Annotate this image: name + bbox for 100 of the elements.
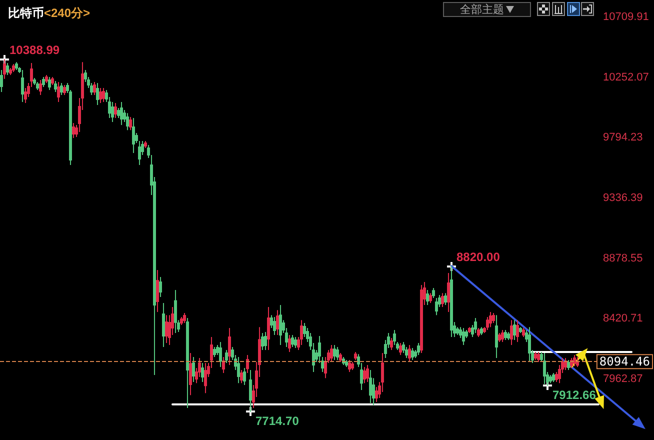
text: <240分>: [44, 6, 90, 20]
candlestick: [294, 336, 297, 349]
candlestick: [474, 317, 477, 334]
candlestick: [291, 334, 294, 348]
candlestick: [201, 362, 204, 383]
candlestick: [204, 362, 207, 394]
candlestick: [447, 272, 450, 313]
candlestick: [183, 312, 186, 324]
candlestick: [54, 80, 57, 92]
candlestick: [426, 290, 429, 306]
candlestick: [159, 276, 162, 298]
candlestick: [498, 332, 501, 342]
candlestick: [102, 88, 105, 102]
candlestick: [402, 341, 405, 354]
candlestick: [240, 370, 243, 384]
candlestick: [156, 270, 159, 313]
candlestick: [333, 344, 336, 361]
candlestick: [264, 331, 267, 350]
candlestick: [246, 354, 249, 374]
candlestick: [114, 102, 117, 118]
candlestick: [162, 302, 165, 348]
candlestick: [12, 64, 15, 72]
candlestick: [573, 354, 576, 367]
annotation: 8820.00: [456, 250, 500, 264]
candlestick: [390, 338, 393, 350]
candlestick: [228, 327, 231, 366]
candlestick: [93, 81, 96, 96]
candlestick: [354, 351, 357, 361]
candlestick: [504, 329, 507, 340]
candlestick: [462, 327, 465, 346]
candlestick: [408, 344, 411, 362]
candlestick: [45, 74, 48, 84]
candlestick: [399, 342, 402, 356]
y-tick-label: 7962.87: [603, 373, 643, 386]
candlestick: [348, 360, 351, 373]
y-tick-label: 9336.39: [603, 192, 643, 204]
candlestick: [186, 317, 189, 408]
candlestick: [480, 326, 483, 336]
candlestick: [432, 288, 435, 298]
text: 比特币: [8, 6, 44, 20]
candlestick: [225, 349, 228, 364]
annotation: 10388.99: [10, 43, 60, 58]
candlestick: [42, 76, 45, 88]
candlestick: [336, 346, 339, 361]
dropdown-button: 全部主题: [443, 2, 531, 17]
candlestick: [72, 122, 75, 138]
candlestick: [267, 306, 270, 350]
candlestick: [435, 297, 438, 316]
candlestick: [9, 67, 12, 76]
candlestick: [351, 361, 354, 371]
candlestick: [519, 326, 522, 334]
y-tick-label: 8420.71: [603, 312, 643, 325]
candlestick: [192, 356, 195, 383]
candlestick: [510, 320, 513, 346]
candlestick: [213, 346, 216, 358]
candlestick: [180, 316, 183, 326]
annotation: 全部主题: [460, 3, 504, 16]
y-tick-label: 10709.91: [603, 11, 649, 24]
candlestick: [57, 81, 60, 102]
candlestick: [489, 312, 492, 328]
candlestick: [468, 326, 471, 334]
y-tick-label: 8878.55: [603, 252, 643, 264]
candlestick: [144, 140, 147, 148]
candlestick: [552, 372, 555, 383]
candlestick: [444, 292, 447, 306]
candlestick: [219, 341, 222, 368]
annotation: 7912.66: [552, 388, 596, 402]
candlestick: [279, 304, 282, 346]
candlestick: [417, 342, 420, 356]
candlestick: [495, 314, 498, 359]
candlestick: [273, 316, 276, 336]
candlestick: [132, 117, 135, 154]
candlestick: [543, 352, 546, 384]
candlestick: [39, 79, 42, 96]
candlestick: [111, 101, 114, 123]
candlestick: [21, 69, 24, 102]
candlestick: [567, 360, 570, 371]
y-tick-label: 10252.07: [603, 71, 649, 84]
candlestick: [549, 374, 552, 384]
candlestick: [126, 112, 129, 131]
candlestick: [189, 352, 192, 396]
candlestick: [0, 69, 3, 92]
candlestick: [222, 356, 225, 374]
candlestick: [51, 76, 54, 86]
candlestick: [411, 348, 414, 361]
candlestick: [36, 81, 39, 91]
candlestick: [441, 292, 444, 308]
candlestick: [534, 351, 537, 361]
candlestick: [477, 327, 480, 338]
annotation: 7714.70: [256, 414, 299, 428]
candlestick: [516, 320, 519, 342]
candlestick: [60, 82, 63, 96]
candlestick: [363, 366, 366, 384]
candlestick: [429, 292, 432, 304]
candlestick: [15, 62, 18, 70]
candlestick: [345, 360, 348, 368]
candlestick: [129, 116, 132, 131]
candlestick: [243, 368, 246, 386]
candlestick: [537, 351, 540, 362]
candlestick: [138, 140, 141, 166]
